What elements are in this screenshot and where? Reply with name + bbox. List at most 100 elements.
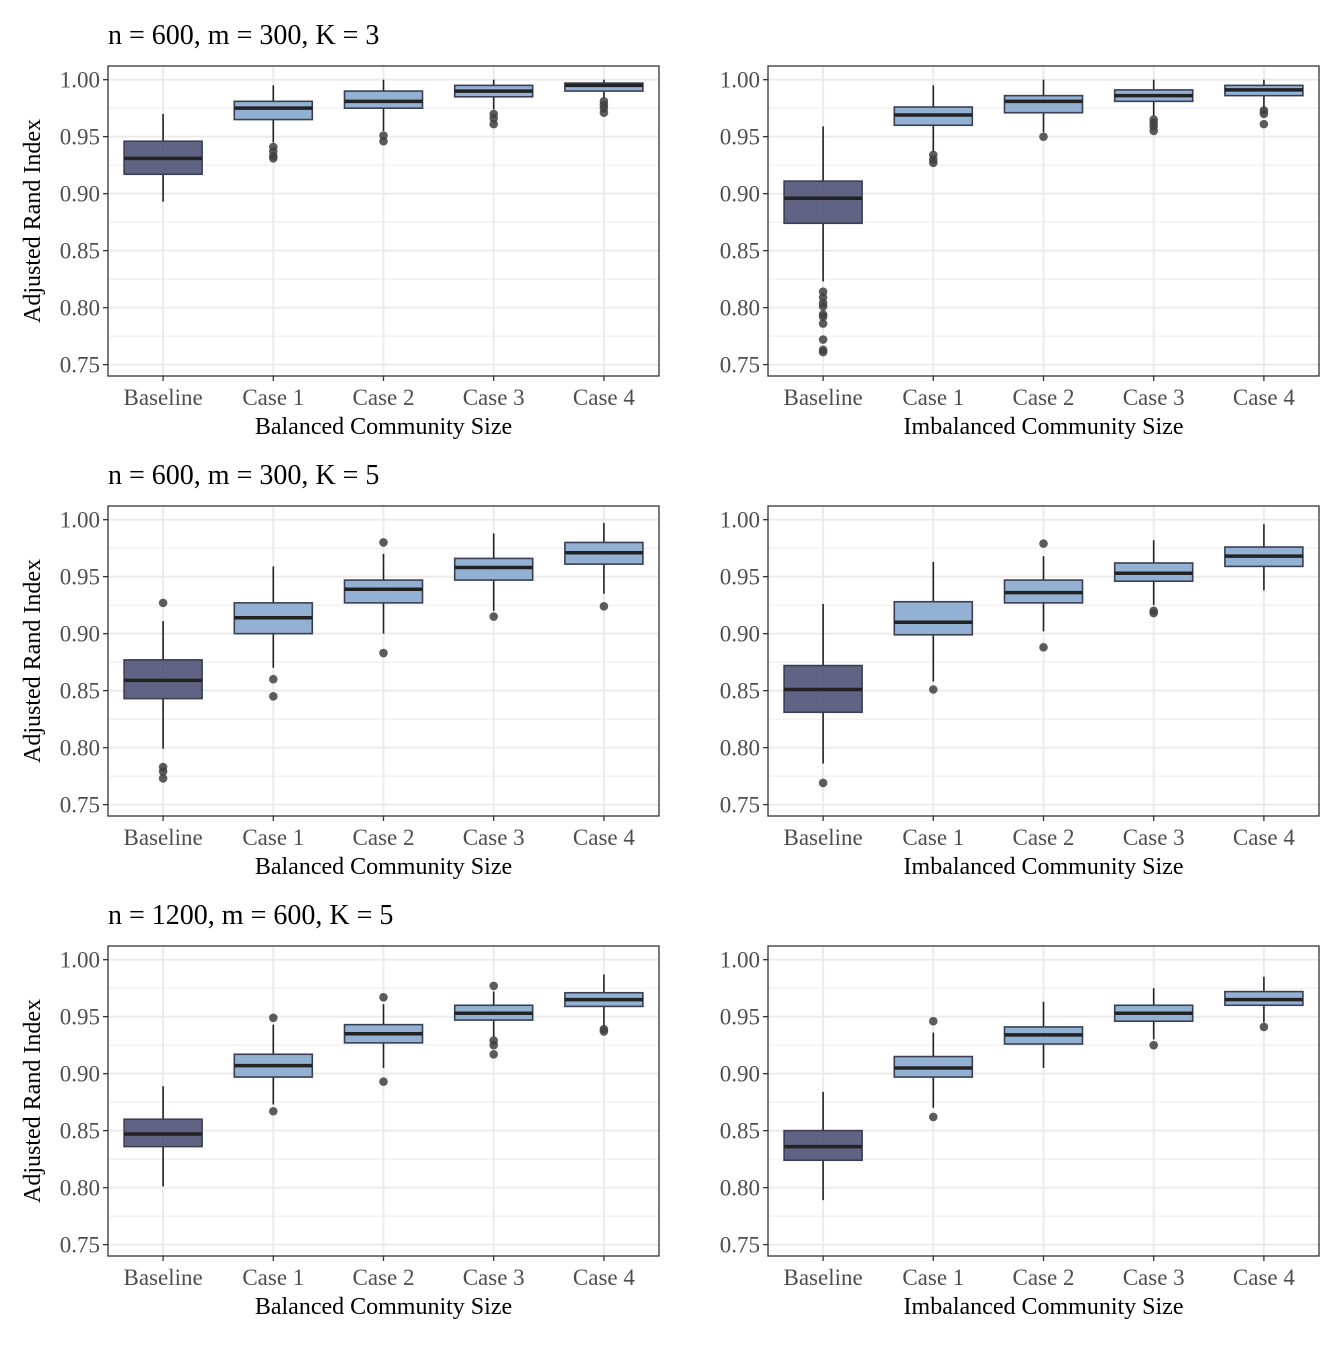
outlier-point [489,1049,499,1059]
outlier-point [818,778,828,788]
x-tick-label: Case 2 [1013,385,1075,410]
outlier-point [1149,608,1158,618]
y-tick-label: 0.85 [720,239,760,264]
box-baseline [783,180,863,225]
x-tick-label: Case 2 [1013,825,1075,850]
outlier-point [599,1027,609,1036]
y-tick-label: 0.75 [720,1233,760,1258]
y-tick-label: 0.80 [720,736,760,761]
y-tick-label: 0.80 [720,296,760,321]
x-tick-label: Case 3 [1123,825,1185,850]
x-tick-label: Case 3 [463,825,525,850]
row-title-1: n = 600, m = 300, K = 3 [108,20,379,51]
y-tick-label: 0.75 [60,1233,100,1258]
y-tick-label: 0.80 [60,1176,100,1201]
outlier-point [269,1106,278,1116]
outlier-point [929,1016,938,1026]
y-tick-label: 0.85 [60,239,100,264]
x-tick-label: Case 3 [1123,385,1185,410]
x-tick-label: Case 1 [902,1265,964,1290]
box-case-2 [343,579,424,604]
outlier-point [1259,119,1269,129]
outlier-point [269,674,278,684]
x-tick-label: Case 4 [1233,825,1295,850]
outlier-point [818,347,828,357]
x-tick-label: Case 3 [463,1265,525,1290]
outlier-point [929,685,938,694]
x-tick-label: Baseline [783,1265,862,1290]
outlier-point [818,319,828,328]
y-tick-label: 0.95 [60,1005,100,1030]
x-axis-title: Imbalanced Community Size [904,414,1184,440]
boxplot-panel-1: 0.75 0.80 0.85 0.90 0.95 1.00 Baseline Case 1 Ca… [20,65,660,440]
outlier-point [489,981,499,991]
boxplot-panel-2: 0.75 0.80 0.85 0.90 0.95 1.00 Baseline Case 1 Ca… [720,65,1320,440]
outlier-point [158,598,168,608]
outlier-point [1149,126,1158,136]
y-tick-label: 0.90 [60,1062,100,1087]
x-tick-label: Case 2 [353,385,415,410]
y-tick-label: 0.90 [720,1062,760,1087]
boxplot-panel-3: 0.75 0.80 0.85 0.90 0.95 1.00 Baseline Case 1 Ca… [20,505,660,880]
x-tick-label: Baseline [123,1265,202,1290]
y-tick-label: 0.80 [60,296,100,321]
outlier-point [1259,1022,1269,1032]
y-tick-label: 1.00 [60,68,100,93]
y-tick-label: 0.95 [720,1005,760,1030]
x-tick-label: Case 1 [242,1265,304,1290]
outlier-point [379,992,388,1002]
x-tick-label: Case 4 [573,1265,635,1290]
x-tick-label: Case 1 [902,385,964,410]
y-tick-label: 1.00 [60,948,100,973]
y-tick-label: 0.95 [720,565,760,590]
y-tick-label: 1.00 [720,948,760,973]
y-tick-label: 0.80 [60,736,100,761]
outlier-point [1259,109,1269,119]
outlier-point [489,1040,499,1050]
x-tick-label: Case 4 [1233,385,1295,410]
y-tick-label: 1.00 [60,508,100,533]
y-tick-label: 1.00 [720,68,760,93]
x-axis-title: Balanced Community Size [255,854,512,880]
outlier-point [158,767,168,776]
x-tick-label: Baseline [123,825,202,850]
row-title-2: n = 600, m = 300, K = 5 [108,460,379,491]
x-tick-label: Case 3 [463,385,525,410]
x-tick-label: Baseline [123,385,202,410]
row-title-3: n = 1200, m = 600, K = 5 [108,900,393,931]
outlier-point [379,538,388,547]
outlier-point [489,119,499,129]
outlier-point [379,648,388,658]
boxplot-panel-4: 0.75 0.80 0.85 0.90 0.95 1.00 Baseline Case 1 Ca… [720,505,1320,880]
y-tick-label: 0.75 [60,353,100,378]
y-tick-label: 0.85 [720,679,760,704]
y-tick-label: 0.85 [60,679,100,704]
outlier-point [1039,539,1048,548]
outlier-point [929,158,938,168]
x-axis-title: Imbalanced Community Size [904,1294,1184,1320]
y-tick-label: 0.75 [720,353,760,378]
outlier-point [599,601,609,611]
outlier-point [489,612,499,621]
outlier-point [269,1013,278,1023]
x-tick-label: Case 4 [573,385,635,410]
y-tick-label: 0.90 [60,182,100,207]
y-tick-label: 0.95 [60,125,100,150]
y-tick-label: 0.85 [60,1119,100,1144]
x-tick-label: Case 1 [242,825,304,850]
outlier-point [269,154,278,163]
boxplot-panel-6: 0.75 0.80 0.85 0.90 0.95 1.00 Baseline Case 1 Ca… [720,945,1320,1320]
y-tick-label: 0.85 [720,1119,760,1144]
outlier-point [1149,1040,1158,1050]
x-tick-label: Baseline [783,385,862,410]
boxplot-panel-5: 0.75 0.80 0.85 0.90 0.95 1.00 Baseline Case 1 Ca… [20,945,660,1320]
outlier-point [269,692,278,701]
x-tick-label: Case 2 [353,1265,415,1290]
x-tick-label: Case 2 [353,825,415,850]
outlier-point [599,108,609,118]
y-tick-label: 0.95 [720,125,760,150]
y-tick-label: 1.00 [720,508,760,533]
x-axis-title: Balanced Community Size [255,1294,512,1320]
y-axis-title: Adjusted Rand Index [20,999,46,1203]
